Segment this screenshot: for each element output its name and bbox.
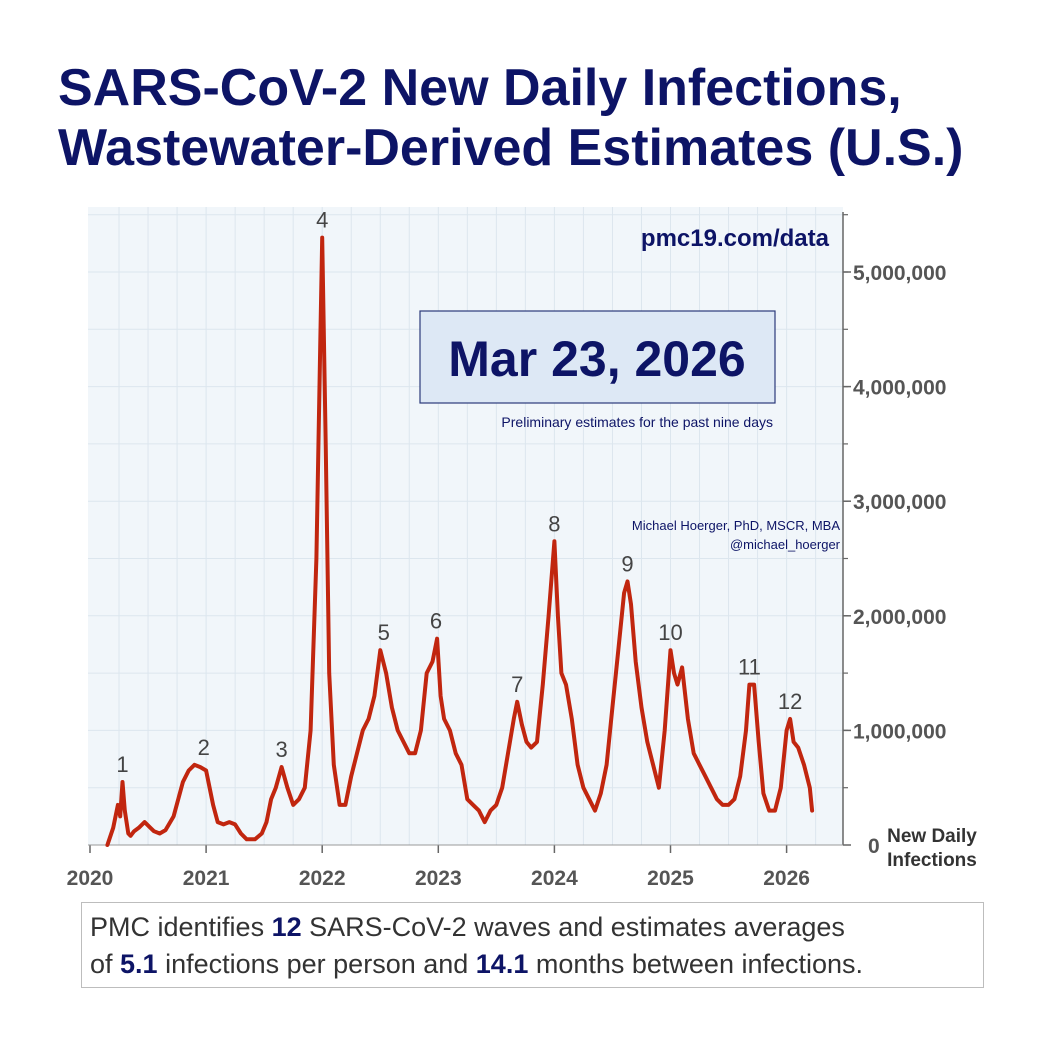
x-tick-label: 2024	[531, 867, 578, 890]
summary-waves-count: 12	[271, 912, 302, 942]
date-label: Mar 23, 2026	[448, 331, 745, 387]
wave-label-7: 7	[511, 672, 523, 697]
y-tick-label: 5,000,000	[853, 262, 946, 285]
summary-text: PMC identifies	[90, 912, 272, 942]
summary-text: of	[90, 949, 121, 979]
summary-box: PMC identifies 12 SARS-CoV-2 waves and e…	[81, 902, 984, 988]
y-axis-title-line-2: Infections	[887, 850, 977, 871]
summary-text: months between infections.	[528, 949, 864, 979]
y-axis-title-line-1: New Daily	[887, 826, 977, 847]
website-label: pmc19.com/data	[641, 225, 830, 252]
y-tick-label: 4,000,000	[853, 377, 946, 400]
summary-line-2: of 5.1 infections per person and 14.1 mo…	[90, 946, 975, 983]
wave-label-3: 3	[275, 737, 287, 762]
author-handle: @michael_hoerger	[730, 537, 841, 552]
summary-text: infections per person and	[157, 949, 476, 979]
wave-label-4: 4	[316, 208, 328, 233]
y-tick-label: 2,000,000	[853, 606, 946, 629]
chart-svg: 0 1,000,000 2,000,000 3,000,000 4,000,000 5,0…	[67, 207, 977, 890]
x-tick-label: 2022	[299, 867, 346, 890]
wave-label-9: 9	[621, 551, 633, 576]
summary-line-1: PMC identifies 12 SARS-CoV-2 waves and e…	[90, 909, 975, 946]
y-tick-label: 3,000,000	[853, 491, 946, 514]
wave-label-6: 6	[430, 609, 442, 634]
chart-title-line-2: Wastewater-Derived Estimates (U.S.)	[58, 119, 964, 177]
y-axis-ticks: 0 1,000,000 2,000,000 3,000,000 4,000,000 5,0…	[843, 262, 946, 858]
author-name: Michael Hoerger, PhD, MSCR, MBA	[632, 518, 840, 533]
x-axis-ticks: 2020 2021 2022 2023 2024 2025 2026	[67, 844, 843, 890]
chart-title-line-1: SARS-CoV-2 New Daily Infections,	[58, 59, 902, 117]
wave-label-2: 2	[198, 735, 210, 760]
preliminary-note: Preliminary estimates for the past nine …	[501, 414, 773, 430]
wave-label-12: 12	[778, 689, 802, 714]
x-tick-label: 2021	[183, 867, 230, 890]
wave-label-8: 8	[548, 511, 560, 536]
summary-text: SARS-CoV-2 waves and estimates averages	[301, 912, 845, 942]
y-tick-label: 1,000,000	[853, 720, 946, 743]
summary-infections-per-person: 5.1	[120, 949, 158, 979]
date-box-background	[419, 310, 776, 404]
x-tick-label: 2026	[763, 867, 810, 890]
x-tick-label: 2025	[647, 867, 694, 890]
chart-title: SARS-CoV-2 New Daily Infections, Wastewa…	[58, 58, 1038, 178]
x-tick-label: 2023	[415, 867, 462, 890]
y-axis-title: New Daily Infections	[887, 826, 977, 871]
y-tick-label: 0	[868, 835, 880, 858]
wave-label-5: 5	[378, 620, 390, 645]
x-tick-label: 2020	[67, 867, 114, 890]
summary-months-between: 14.1	[475, 949, 529, 979]
wave-label-11: 11	[738, 655, 761, 680]
wave-label-1: 1	[116, 752, 128, 777]
wave-label-10: 10	[658, 620, 682, 645]
series-line-infections	[105, 235, 815, 847]
date-box: Mar 23, 2026	[419, 310, 776, 404]
